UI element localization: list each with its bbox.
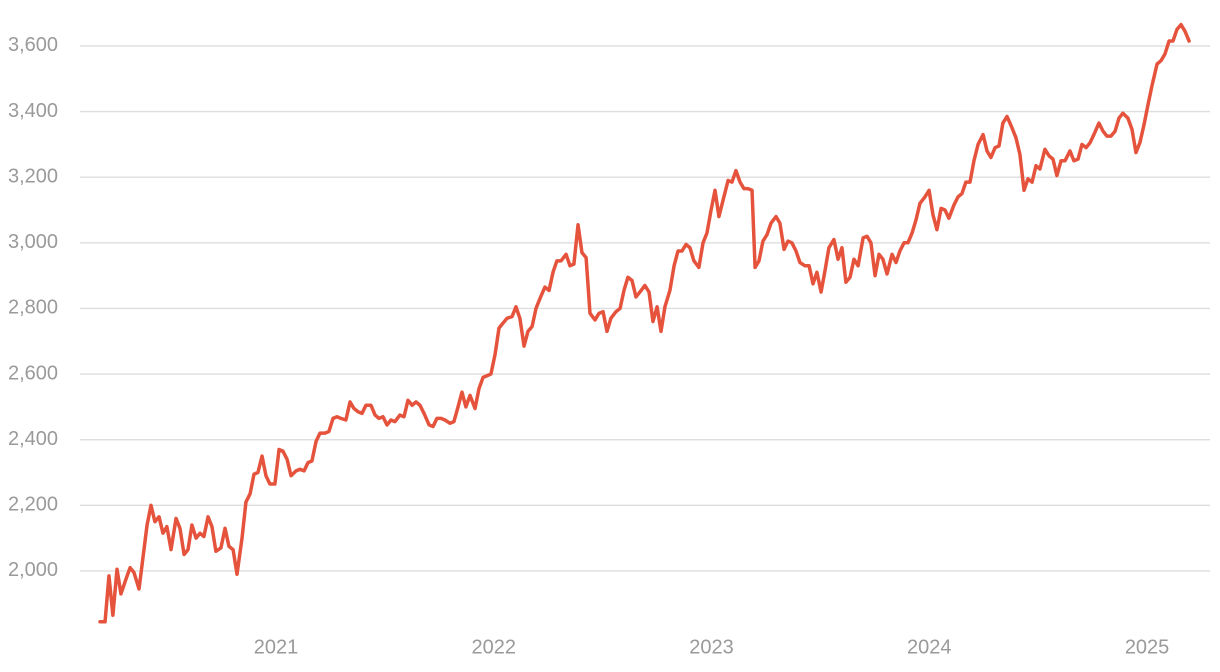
- y-tick-label: 3,600: [8, 34, 58, 56]
- y-tick-label: 2,000: [8, 559, 58, 581]
- x-tick-label: 2021: [254, 636, 299, 658]
- y-tick-label: 2,400: [8, 428, 58, 450]
- y-tick-label: 3,200: [8, 165, 58, 187]
- x-tick-label: 2023: [689, 636, 734, 658]
- y-tick-label: 2,200: [8, 494, 58, 516]
- y-tick-label: 3,400: [8, 100, 58, 122]
- data-line: [98, 22, 1191, 624]
- x-tick-label: 2024: [907, 636, 952, 658]
- x-tick-label: 2022: [472, 636, 517, 658]
- y-tick-label: 2,600: [8, 362, 58, 384]
- y-tick-label: 3,000: [8, 231, 58, 253]
- x-tick-label: 2025: [1125, 636, 1170, 658]
- y-tick-label: 2,800: [8, 297, 58, 319]
